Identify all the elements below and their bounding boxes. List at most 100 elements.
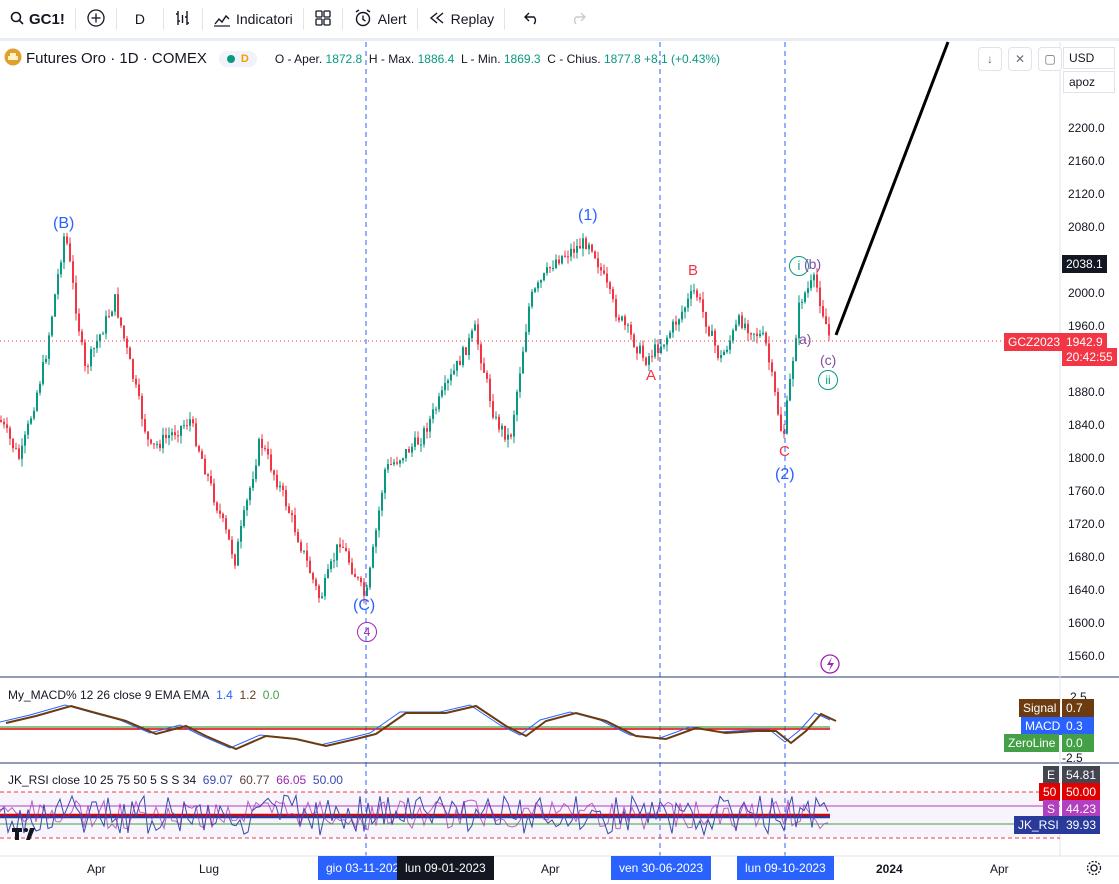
maximize-button[interactable]: ▢	[1038, 47, 1062, 71]
candle-body	[213, 483, 215, 503]
rsi-title[interactable]: JK_RSI close 10 25 75 50 5 S S 34 69.07 …	[8, 773, 343, 787]
separator	[162, 8, 164, 30]
candle-body	[315, 579, 317, 586]
candle-body	[735, 324, 737, 331]
candle-body	[537, 282, 539, 289]
candle-body	[15, 448, 17, 450]
candle-body	[588, 244, 590, 250]
macd-title[interactable]: My_MACD% 12 26 close 9 EMA EMA 1.4 1.2 0…	[8, 688, 279, 702]
compare-button[interactable]	[76, 0, 116, 38]
candle-body	[438, 396, 440, 410]
layouts-button[interactable]	[304, 0, 342, 38]
candle-body	[375, 530, 377, 547]
time-label-2024: 2024	[876, 862, 903, 876]
candle-body	[444, 383, 446, 391]
macd-value-1: 1.4	[216, 688, 233, 702]
wave-label-b: (b)	[804, 256, 822, 272]
indicators-button[interactable]: Indicatori	[203, 0, 303, 38]
candle-body	[612, 289, 614, 300]
candle-body	[657, 344, 659, 354]
alert-button[interactable]: Alert	[343, 0, 417, 38]
candle-body	[135, 378, 137, 385]
redo-button[interactable]	[559, 0, 597, 38]
candle-body	[687, 298, 689, 308]
chart-type-button[interactable]	[164, 0, 202, 38]
candle-body	[534, 288, 536, 292]
candle-body	[816, 274, 818, 288]
candle-body	[441, 390, 443, 397]
low-value: 1869.3	[503, 51, 541, 66]
candle-body	[570, 248, 572, 257]
move-down-button[interactable]: ↓	[978, 47, 1002, 71]
candle-body	[48, 335, 50, 359]
candle-body	[633, 334, 635, 347]
unit-select[interactable]: apoz	[1063, 71, 1115, 93]
candle-body	[549, 267, 551, 269]
wave-label-4: 4	[357, 622, 377, 642]
candle-body	[807, 288, 809, 293]
candle-body	[702, 299, 704, 312]
undo-button[interactable]	[505, 0, 559, 38]
chart-title[interactable]: Futures Oro · 1D · COMEX	[26, 50, 207, 67]
candle-body	[45, 358, 47, 363]
candle-body	[405, 448, 407, 459]
arrow-down-icon: ↓	[987, 52, 993, 66]
candle-body	[231, 539, 233, 555]
candle-body	[300, 542, 302, 552]
candle-body	[786, 400, 788, 434]
price-axis-label: 1560.0	[1068, 649, 1105, 663]
candle-body	[78, 313, 80, 332]
candle-body	[393, 462, 395, 465]
replay-button[interactable]: Replay	[418, 0, 505, 38]
candle-body	[255, 465, 257, 480]
separator	[341, 8, 343, 30]
candle-body	[75, 282, 77, 314]
candle-body	[378, 510, 380, 531]
candle-body	[711, 330, 713, 336]
candle-body	[594, 251, 596, 259]
candle-body	[705, 311, 707, 327]
candle-body	[87, 366, 89, 368]
candle-body	[477, 324, 479, 345]
collapse-button[interactable]: ✕	[1008, 47, 1032, 71]
separator	[504, 8, 506, 30]
candle-body	[669, 332, 671, 338]
candle-body	[714, 330, 716, 346]
wave-label-i-text: i	[797, 258, 801, 273]
settings-button[interactable]	[1086, 860, 1102, 881]
currency-select[interactable]: USD	[1063, 47, 1115, 69]
rsi-e-value: 54.81	[1062, 766, 1101, 784]
candle-body	[600, 267, 602, 271]
candle-body	[780, 414, 782, 431]
candle-body	[147, 431, 149, 440]
candle-body	[717, 345, 719, 358]
candle-body	[174, 432, 176, 436]
candle-body	[756, 333, 758, 337]
candle-body	[615, 299, 617, 318]
candle-body	[27, 423, 29, 435]
time-highlight-1: gio 03-11-202	[318, 856, 398, 880]
indicators-label: Indicatori	[235, 11, 293, 27]
rsi-e-label: E	[1043, 766, 1060, 784]
collapse-icon: ✕	[1014, 52, 1026, 66]
candle-body	[204, 458, 206, 475]
symbol-search[interactable]: GC1!	[0, 0, 75, 38]
wave-label-C-upper: (C)	[353, 597, 376, 614]
status-pill[interactable]: D	[218, 50, 257, 67]
candle-body	[720, 355, 722, 358]
candle-body	[579, 245, 581, 249]
wave-label-ii-text: ii	[825, 373, 831, 387]
candle-body	[381, 492, 383, 511]
candle-body	[270, 454, 272, 471]
candle-body	[357, 577, 359, 579]
candle-body	[189, 419, 191, 426]
interval-button[interactable]: D	[117, 0, 163, 38]
gear-icon	[1086, 860, 1102, 880]
separator	[201, 8, 203, 30]
candle-body	[546, 267, 548, 274]
candle-body	[348, 551, 350, 563]
candle-body	[480, 344, 482, 364]
candle-body	[171, 432, 173, 436]
candle-body	[504, 425, 506, 440]
